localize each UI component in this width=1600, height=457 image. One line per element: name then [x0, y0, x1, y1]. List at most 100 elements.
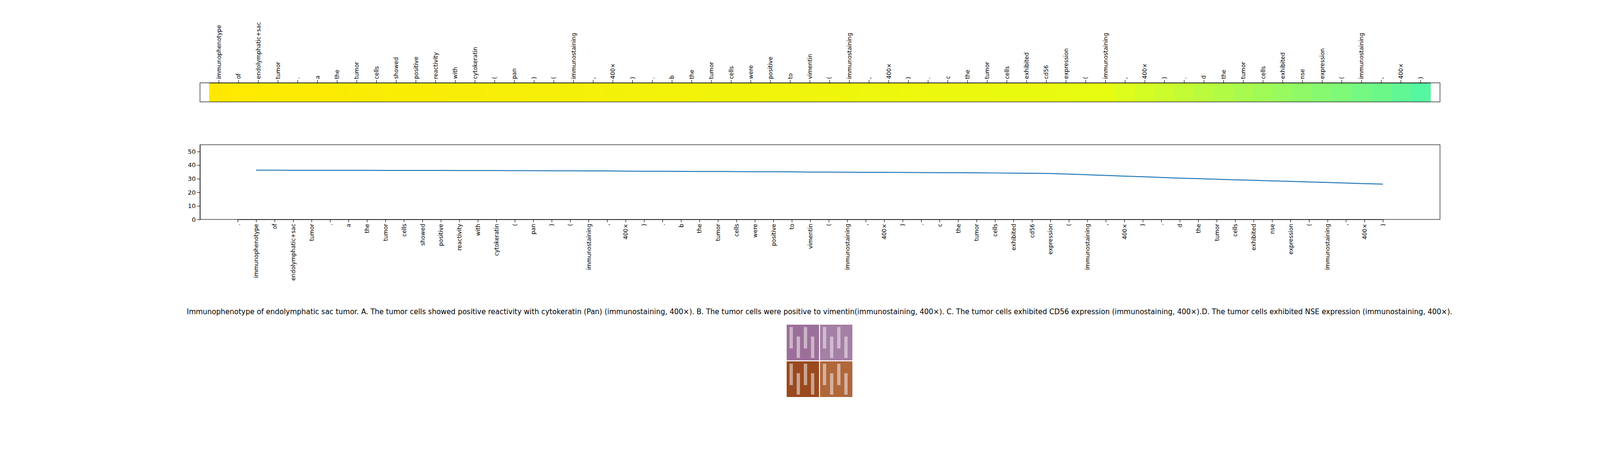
tick-mark: [197, 178, 200, 180]
image-texture: [844, 336, 848, 359]
tick: cells: [728, 66, 735, 83]
tick-label: cells: [1260, 66, 1267, 80]
tick: tumor: [973, 219, 980, 241]
heat-cell: [386, 82, 407, 102]
heat-cell: [622, 82, 643, 102]
tick-mark: [770, 80, 771, 83]
tick: expression: [1047, 219, 1054, 255]
heat-cell: [1292, 82, 1313, 102]
tick-mark: [496, 219, 497, 223]
tick: cells: [733, 219, 740, 237]
tick-mark: [810, 219, 811, 223]
tick: ): [905, 76, 912, 83]
tick-mark: [573, 80, 574, 83]
heat-cell: [957, 82, 978, 102]
tick-label: .: [918, 223, 925, 226]
tick-mark: [868, 80, 870, 83]
tick-label: exhibited: [1250, 223, 1258, 251]
tick-mark: [1006, 80, 1008, 83]
tick: positive: [770, 219, 778, 247]
tick-label: positive: [412, 56, 420, 80]
tick: endolymphatic+sac: [255, 21, 262, 83]
image-texture: [789, 327, 793, 349]
heat-cell: [1331, 82, 1352, 102]
tick: showed: [419, 219, 427, 246]
heat-cell: [839, 82, 860, 102]
tick: .: [234, 219, 242, 226]
tick-mark: [791, 219, 793, 223]
heat-cell: [504, 82, 525, 102]
tick: tumor: [274, 61, 282, 83]
tick-mark: [994, 219, 996, 223]
tick-label: (: [1306, 223, 1313, 227]
tick-label: the: [964, 69, 971, 80]
tick-mark: [607, 219, 608, 223]
tick: the: [696, 219, 703, 234]
tick: ,: [1342, 219, 1350, 226]
tick-label: to: [787, 73, 794, 80]
tick-mark: [947, 80, 949, 83]
tick-label: immunostaining: [846, 32, 853, 80]
heat-cell: [307, 82, 328, 102]
tick: ): [530, 76, 538, 83]
tick: (: [550, 76, 558, 83]
tick-label: ): [1417, 76, 1425, 80]
heat-cell: [1194, 82, 1215, 102]
tick: 50: [187, 148, 200, 156]
tick-label: tumor: [353, 61, 360, 80]
heat-cell: [859, 82, 880, 102]
heat-cell: [524, 82, 545, 102]
heat-cell: [938, 82, 959, 102]
tick: expression: [1319, 48, 1326, 83]
tick-label: ,: [604, 223, 611, 226]
tick-mark: [1050, 219, 1051, 223]
tick-label: .: [659, 223, 667, 226]
tick-mark: [1361, 80, 1362, 83]
tick: 400×: [622, 219, 630, 240]
tick-label: tumor: [714, 223, 722, 241]
tick-label: tumor: [983, 61, 991, 80]
tick-label: (: [491, 76, 499, 80]
tick-mark: [570, 219, 571, 223]
tick: 20: [187, 189, 200, 197]
strip-frame: [200, 82, 1440, 102]
tick-mark: [1183, 80, 1185, 83]
tick-mark: [533, 80, 535, 83]
tick-label: 400×: [1141, 63, 1149, 80]
tick-label: ,: [1102, 223, 1110, 226]
tick-mark: [888, 80, 890, 83]
tick: of: [235, 73, 242, 83]
tick: positive: [767, 56, 774, 83]
heat-cell: [366, 82, 387, 102]
line: [256, 170, 1383, 184]
tick-label: immunostaining: [1102, 32, 1110, 80]
tick-mark: [494, 80, 495, 83]
tick: cells: [1260, 66, 1267, 83]
tick-label: c: [936, 223, 944, 228]
tick-label: (: [1338, 76, 1346, 80]
tick-mark: [1085, 80, 1087, 83]
tick: ): [1139, 219, 1147, 227]
tick-mark: [828, 219, 830, 223]
tick: to: [787, 73, 794, 83]
tick: exhibited: [1279, 52, 1287, 83]
tick-label: d: [1176, 223, 1184, 228]
axis-line: [200, 145, 201, 220]
tick-label: endolymphatic+sac: [255, 21, 262, 80]
heat-cell: [1312, 82, 1333, 102]
tick-label: immunophenotype: [252, 223, 260, 279]
heat-cell: [977, 82, 998, 102]
tick-label: .: [1180, 77, 1188, 80]
tick: (: [826, 76, 833, 83]
tick-mark: [551, 219, 552, 223]
tick-mark: [1382, 219, 1384, 223]
tick: d: [1176, 219, 1184, 228]
tick-mark: [829, 80, 830, 83]
tick-label: positive: [770, 223, 778, 247]
tick-label: exhibited: [1023, 52, 1030, 80]
heat-cell: [1115, 82, 1136, 102]
tick-label: 20: [187, 189, 196, 197]
tick-label: were: [747, 65, 755, 80]
tick: exhibited: [1010, 219, 1018, 251]
heat-cell: [1233, 82, 1254, 102]
